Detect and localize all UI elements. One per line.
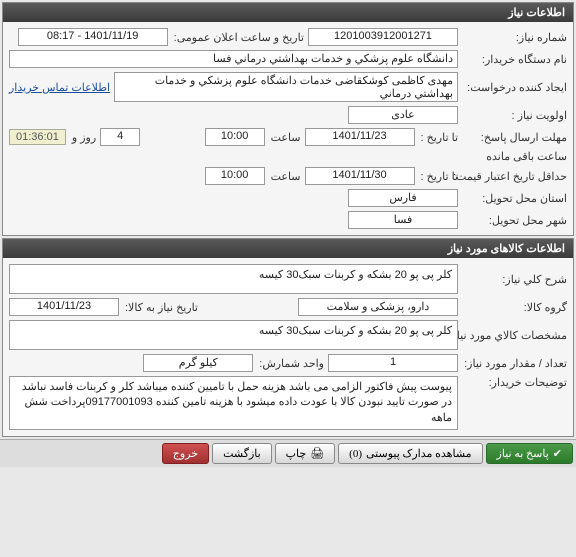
attachments-button-label: مشاهده مدارک پیوستی [366,447,472,460]
row-buyer-notes: توضیحات خریدار: پیوست پیش فاکتور الزامی … [9,374,567,432]
qty-field: 1 [328,354,458,372]
back-button[interactable]: بازگشت [212,443,272,464]
need-number-field: 1201003912001271 [308,28,458,46]
print-button[interactable]: 🖨 چاپ [275,443,335,464]
row-province: استان محل تحویل: فارس [9,187,567,209]
credit-deadline-label: حداقل تاریخ اعتبار قیمت: [462,170,567,183]
check-icon: ✔ [553,447,562,460]
need-info-header: اطلاعات نیاز [3,3,573,22]
qty-label: تعداد / مقدار مورد نیاز: [462,357,567,370]
until-label-2: تا تاریخ : [419,170,458,183]
time-label-1: ساعت [269,131,301,144]
announce-date-field: 1401/11/19 - 08:17 [18,28,168,46]
province-label: استان محل تحویل: [462,192,567,205]
priority-field: عادی [348,106,458,124]
attachments-count: (0) [349,448,362,460]
goods-info-header: اطلاعات کالاهای مورد نیاز [3,239,573,258]
buyer-contact-link[interactable]: اطلاعات تماس خریدار [9,81,110,94]
creator-field: مهدی کاظمی کوشکقاضی خدمات دانشگاه علوم پ… [114,72,458,102]
buyer-notes-label: توضیحات خریدار: [462,376,567,389]
remain-suffix-label: ساعت باقی مانده [484,150,567,163]
desc-field: کلر پی پو 20 بشکه و کربنات سبک30 کیسه [9,264,458,294]
credit-deadline-date-field: 1401/11/30 [305,167,415,185]
province-field: فارس [348,189,458,207]
goods-info-body: شرح کلي نیاز: کلر پی پو 20 بشکه و کربنات… [3,258,573,436]
deadline-send-label: مهلت ارسال پاسخ: [462,131,567,144]
need-info-body: شماره نیاز: 1201003912001271 تاریخ و ساع… [3,22,573,235]
city-label: شهر محل تحویل: [462,214,567,227]
attachments-button[interactable]: مشاهده مدارک پیوستی (0) [338,443,482,464]
spec-label: مشخصات کالاي مورد نیاز: [462,329,567,342]
print-button-label: چاپ [286,447,307,460]
until-label-1: تا تاریخ : [419,131,458,144]
desc-label: شرح کلي نیاز: [462,273,567,286]
goods-info-panel: اطلاعات کالاهای مورد نیاز شرح کلي نیاز: … [2,238,574,437]
days-and-label: روز و [70,131,96,144]
row-desc: شرح کلي نیاز: کلر پی پو 20 بشکه و کربنات… [9,262,567,296]
row-deadline-send: مهلت ارسال پاسخ: تا تاریخ : 1401/11/23 س… [9,126,567,165]
spec-field: کلر پی پو 20 بشکه و کربنات سبک30 کیسه [9,320,458,350]
row-spec: مشخصات کالاي مورد نیاز: کلر پی پو 20 بشک… [9,318,567,352]
org-name-label: نام دستگاه خریدار: [462,53,567,66]
respond-button-label: پاسخ به نیاز [497,447,549,460]
group-label: گروه کالا: [462,301,567,314]
row-priority: اولویت نیاز : عادی [9,104,567,126]
unit-label: واحد شمارش: [257,357,324,370]
announce-date-label: تاریخ و ساعت اعلان عمومی: [172,31,304,44]
deadline-send-date-field: 1401/11/23 [305,128,415,146]
print-icon: 🖨 [310,447,324,460]
buyer-notes-field: پیوست پیش فاکتور الزامی می باشد هزینه حم… [9,376,458,430]
unit-field: کیلو گرم [143,354,253,372]
row-org-name: نام دستگاه خریدار: دانشگاه علوم پزشکي و … [9,48,567,70]
row-city: شهر محل تحویل: فسا [9,209,567,231]
need-by-field: 1401/11/23 [9,298,119,316]
exit-button-label: خروج [173,447,198,460]
time-label-2: ساعت [269,170,301,183]
city-field: فسا [348,211,458,229]
days-remain-field: 4 [100,128,140,146]
creator-label: ایجاد کننده درخواست: [462,81,567,94]
org-name-field: دانشگاه علوم پزشکي و خدمات بهداشتي درمان… [9,50,458,68]
deadline-send-time-field: 10:00 [205,128,265,146]
credit-deadline-time-field: 10:00 [205,167,265,185]
respond-button[interactable]: ✔ پاسخ به نیاز [486,443,573,464]
priority-label: اولویت نیاز : [462,109,567,122]
exit-button[interactable]: خروج [162,443,209,464]
need-info-panel: اطلاعات نیاز شماره نیاز: 120100391200127… [2,2,574,236]
group-field: دارو، پزشکی و سلامت [298,298,458,316]
row-credit-deadline: حداقل تاریخ اعتبار قیمت: تا تاریخ : 1401… [9,165,567,187]
row-group: گروه کالا: دارو، پزشکی و سلامت تاریخ نیا… [9,296,567,318]
row-qty: تعداد / مقدار مورد نیاز: 1 واحد شمارش: ک… [9,352,567,374]
need-by-label: تاریخ نیاز به کالا: [123,301,198,314]
action-button-row: ✔ پاسخ به نیاز مشاهده مدارک پیوستی (0) 🖨… [0,439,576,467]
back-button-label: بازگشت [223,447,261,460]
countdown-field: 01:36:01 [9,129,66,145]
need-number-label: شماره نیاز: [462,31,567,44]
row-need-number: شماره نیاز: 1201003912001271 تاریخ و ساع… [9,26,567,48]
row-creator: ایجاد کننده درخواست: مهدی کاظمی کوشکقاضی… [9,70,567,104]
